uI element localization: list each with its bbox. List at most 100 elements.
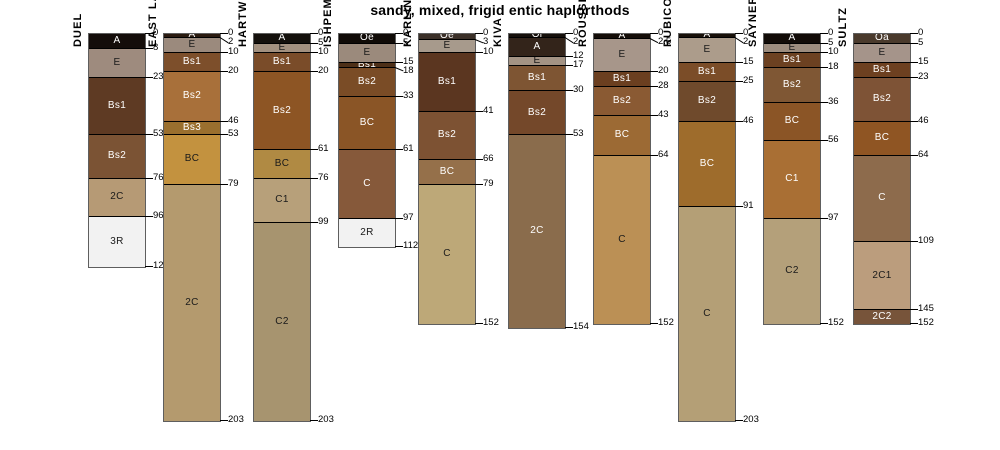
depth-tick-leader [475,111,483,113]
depth-tick-leader [310,71,318,73]
depth-tick-leader [475,33,483,34]
depth-tick-leader [220,183,228,185]
depth-tick-leader [910,120,918,122]
depth-tick-leader [394,67,404,72]
depth-tick-leader [145,76,153,78]
profile-column: Oe E Bs1 Bs2 BC C 2R [338,33,396,249]
depth-tick-label: 152 [918,316,934,328]
horizon-segment: A [89,34,145,50]
horizon-label: BC [874,132,890,144]
horizon-segment: Bs1 [594,72,650,88]
depth-tick-label: 97 [403,211,414,223]
horizon-label: C [878,192,886,204]
depth-tick-leader [650,86,658,88]
depth-tick-leader [735,120,743,122]
horizon-label: E [618,48,626,60]
depth-tick-leader [650,33,658,34]
depth-tick-leader [735,33,743,34]
depth-tick-leader [735,80,743,82]
depth-tick-label: 2 [573,36,579,47]
depth-tick-label: 5 [318,36,324,48]
horizon-segment: BC [594,115,650,156]
depth-tick-label: 76 [318,171,329,183]
horizon-label: BC [274,158,290,170]
horizon-segment: E [339,43,395,63]
horizon-segment: E [679,37,735,63]
horizon-segment: Oa [854,34,910,44]
horizon-label: E [703,43,711,55]
depth-tick-leader [650,154,658,156]
horizon-segment: C [594,155,650,324]
depth-tick-label: 10 [228,46,239,58]
depth-tick-label: 36 [828,95,839,107]
depth-tick-leader [220,33,228,34]
horizon-segment: A [254,34,310,44]
horizon-label: Oi [532,34,543,37]
horizon-label: BC [359,117,375,129]
profile-name-label: SAYNER [747,0,759,47]
depth-tick-label: 53 [153,128,164,140]
page-title: sandy, mixed, frigid entic haplorthods [370,2,630,18]
horizon-segment: BC [254,150,310,179]
depth-tick-leader [564,36,574,43]
horizon-segment: BC [419,159,475,185]
depth-tick-leader [565,33,573,34]
depth-tick-leader [910,240,918,242]
horizon-label: Bs2 [697,95,717,107]
profile-name-label: RUBICON [662,0,674,47]
horizon-segment: A [679,34,735,38]
horizon-segment: 2C [89,178,145,217]
horizon-label: E [188,38,196,50]
horizon-label: A [788,34,796,44]
horizon-label: Bs1 [357,62,377,69]
profile-column: A E Bs1 Bs2 2C 3R [88,33,146,268]
profile-column: Oi AE Bs1 Bs2 2C [508,33,566,329]
horizon-label: 2R [360,227,374,239]
depth-tick-label: 203 [743,413,759,425]
depth-tick-label: 0 [153,27,159,38]
profile-column: A E Bs1 Bs2 BC C [678,33,736,422]
depth-tick-label: 30 [573,84,584,96]
depth-tick-label: 79 [228,177,239,189]
horizon-segment: Bs3 [164,121,220,135]
depth-tick-leader [735,61,743,63]
depth-tick-leader [220,134,228,136]
horizon-segment: Bs2 [89,135,145,179]
horizon-label: C [618,233,626,245]
depth-tick-label: 109 [918,234,934,246]
depth-tick-leader [310,177,318,179]
depth-tick-label: 8 [153,42,159,54]
horizon-label: A [619,34,626,38]
horizon-label: A [704,34,711,37]
profile-name-label: DUEL [72,12,84,47]
horizon-label: 2C [530,225,544,237]
depth-tick-leader [145,134,153,136]
depth-tick-leader [475,322,483,324]
profile-name-label: EAST LAKE [147,0,159,47]
depth-tick-label: 3 [483,36,489,47]
depth-tick-leader [310,419,318,421]
depth-tick-label: 0 [573,27,579,38]
depth-tick-leader [475,183,483,185]
horizon-segment: Bs1 [679,62,735,82]
horizon-segment: E [254,43,310,54]
horizon-label: E [443,39,451,51]
depth-tick-label: 122 [153,259,169,271]
horizon-segment: Bs1 [509,66,565,92]
horizon-label: E [533,56,541,67]
horizon-segment: Bs2 [764,68,820,103]
profile-name-label: ISHPEMING [322,0,334,47]
horizon-label: A [533,40,541,52]
horizon-label: C1 [275,194,289,206]
depth-tick-label: 0 [403,27,409,38]
depth-tick-label: 5 [918,36,924,48]
depth-tick-leader [820,217,828,219]
horizon-label: C2 [785,265,799,277]
horizon-segment: BC [679,121,735,208]
horizon-label: Oe [360,34,374,44]
horizon-label: 2C2 [872,311,892,323]
horizon-label: 3R [110,235,124,247]
horizon-segment: Bs1 [419,53,475,113]
depth-tick-label: 99 [318,215,329,227]
